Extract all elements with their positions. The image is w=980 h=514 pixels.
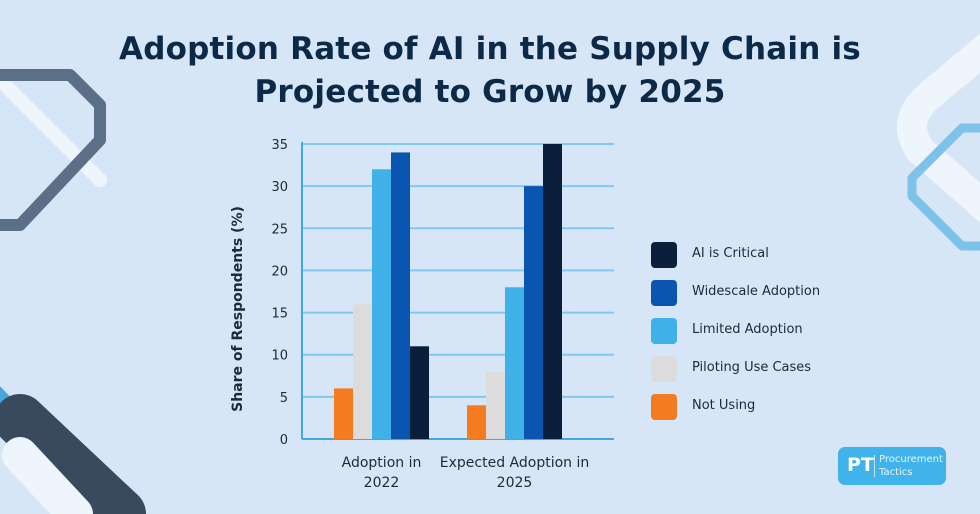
chart-title-line-2: Projected to Grow by 2025 — [254, 74, 726, 110]
legend-swatch — [651, 280, 677, 306]
y-tick-label: 5 — [280, 391, 288, 406]
bar — [524, 186, 543, 439]
x-tick-label: Expected Adoption in 2025 — [440, 455, 589, 491]
bar — [372, 169, 391, 440]
legend-label: Piloting Use Cases — [692, 360, 812, 375]
legend-label: Widescale Adoption — [692, 284, 821, 299]
legend-label: Not Using — [692, 398, 756, 413]
chart-title: Adoption Rate of AI in the Supply Chain … — [90, 28, 890, 114]
y-tick-label: 0 — [280, 433, 288, 448]
bar — [391, 152, 410, 439]
y-tick-label: 10 — [271, 349, 288, 364]
logo-mark: PT — [847, 454, 874, 476]
legend-swatch — [651, 394, 677, 420]
x-tick-label-line: Adoption in — [342, 455, 422, 471]
x-tick-label-line: 2022 — [364, 475, 400, 491]
bar — [543, 144, 562, 439]
y-tick-label: 20 — [271, 264, 288, 279]
bar — [334, 388, 353, 439]
bar — [486, 371, 505, 439]
procurement-tactics-logo: PT Procurement Tactics — [838, 447, 946, 485]
logo-divider — [874, 455, 875, 477]
legend-label: AI is Critical — [692, 246, 769, 261]
legend-swatch — [651, 356, 677, 382]
legend-swatch — [651, 242, 677, 268]
logo-wordmark-line-1: Procurement — [879, 454, 943, 465]
y-tick-label: 30 — [271, 180, 288, 195]
y-tick-label: 25 — [271, 222, 288, 237]
y-tick-label: 35 — [271, 138, 288, 153]
chart-title-line-1: Adoption Rate of AI in the Supply Chain … — [119, 31, 861, 67]
bar — [410, 346, 429, 439]
logo-wordmark-line-2: Tactics — [879, 467, 913, 478]
bar — [467, 405, 486, 439]
x-tick-label: Adoption in 2022 — [342, 455, 422, 491]
legend-swatch — [651, 318, 677, 344]
y-tick-label: 15 — [271, 307, 288, 322]
legend-label: Limited Adoption — [692, 322, 803, 337]
bar — [353, 304, 372, 439]
x-tick-label-line: 2025 — [497, 475, 533, 491]
bar — [505, 287, 524, 439]
x-tick-label-line: Expected Adoption in — [440, 455, 589, 471]
